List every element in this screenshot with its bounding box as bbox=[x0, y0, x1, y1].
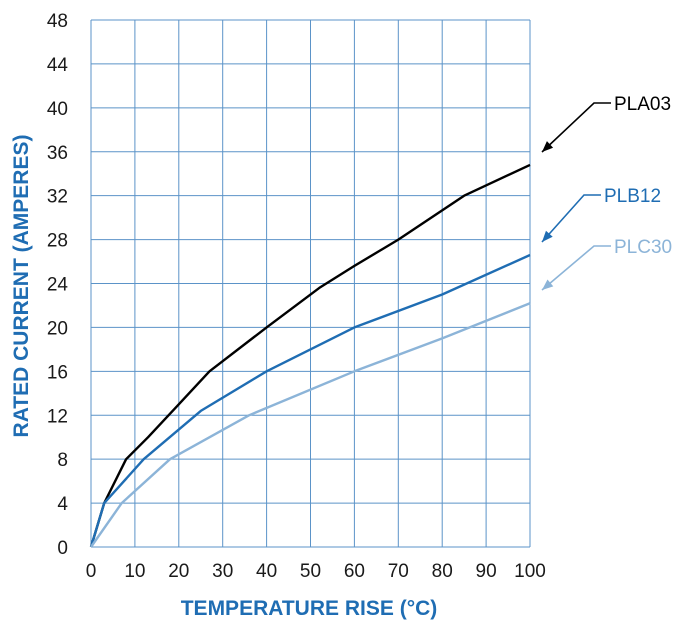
callout-leader-plc30 bbox=[541, 245, 611, 291]
x-tick-label: 0 bbox=[86, 561, 97, 582]
x-axis-title: TEMPERATURE RISE (°C) bbox=[181, 597, 438, 620]
y-tick-label: 16 bbox=[47, 362, 68, 383]
y-tick-label: 0 bbox=[57, 538, 68, 559]
callout-leader-pla03 bbox=[541, 102, 611, 153]
y-tick-label: 40 bbox=[47, 99, 68, 120]
y-tick-label: 36 bbox=[47, 143, 68, 164]
y-tick-label: 32 bbox=[47, 187, 68, 208]
series-label-plc30: PLC30 bbox=[614, 237, 672, 258]
y-tick-label: 20 bbox=[47, 318, 68, 339]
y-tick-label: 44 bbox=[47, 55, 69, 76]
callout-arrow-plc30 bbox=[542, 279, 554, 290]
x-tick-label: 70 bbox=[388, 561, 409, 582]
x-tick-label: 50 bbox=[300, 561, 321, 582]
series-lines bbox=[89, 163, 531, 548]
callout-leader-plb12 bbox=[541, 194, 601, 243]
callout-arrow-pla03 bbox=[542, 141, 554, 152]
x-tick-label: 10 bbox=[124, 561, 145, 582]
series-line-plc30 bbox=[90, 302, 531, 548]
y-tick-label: 24 bbox=[47, 275, 69, 296]
y-tick-label: 4 bbox=[57, 494, 68, 515]
x-tick-label: 40 bbox=[256, 561, 277, 582]
callout-arrow-plb12 bbox=[542, 230, 553, 242]
y-tick-label: 8 bbox=[57, 450, 68, 471]
series-label-plb12: PLB12 bbox=[604, 186, 661, 207]
y-tick-label: 12 bbox=[47, 406, 68, 427]
x-tick-label: 90 bbox=[476, 561, 497, 582]
x-tick-labels: 0 10 20 30 40 50 60 70 80 90 100 bbox=[86, 561, 546, 582]
series-label-pla03: PLA03 bbox=[614, 94, 671, 115]
y-tick-label: 48 bbox=[47, 11, 68, 32]
x-tick-label: 20 bbox=[168, 561, 189, 582]
series-line-plb12 bbox=[89, 253, 531, 548]
grid bbox=[90, 19, 531, 548]
x-tick-label: 100 bbox=[514, 561, 546, 582]
x-tick-label: 30 bbox=[212, 561, 233, 582]
series-callouts: PLA03 PLB12 PLC30 bbox=[541, 94, 672, 291]
series-line-pla03 bbox=[89, 163, 531, 548]
y-tick-label: 28 bbox=[47, 231, 68, 252]
y-axis-title: RATED CURRENT (AMPERES) bbox=[10, 135, 33, 438]
x-tick-label: 60 bbox=[344, 561, 365, 582]
x-tick-label: 80 bbox=[432, 561, 453, 582]
